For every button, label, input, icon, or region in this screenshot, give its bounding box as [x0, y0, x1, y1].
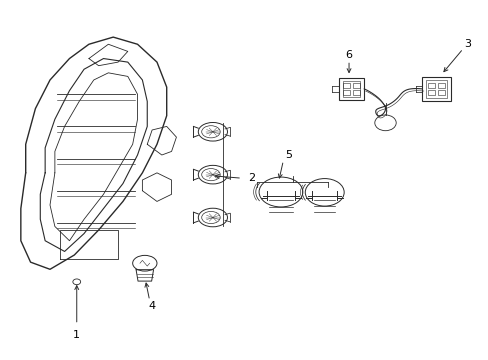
Bar	[426, 80, 446, 98]
Bar	[343, 90, 349, 95]
Text: 2: 2	[248, 173, 255, 183]
Bar	[352, 90, 359, 95]
Bar	[427, 83, 434, 88]
Text: 4: 4	[148, 301, 155, 311]
Text: 1: 1	[73, 330, 80, 341]
Bar	[427, 90, 434, 95]
Bar	[352, 83, 359, 88]
Text: 6: 6	[345, 50, 352, 60]
Bar	[343, 83, 349, 88]
Bar	[338, 78, 364, 100]
Bar	[437, 90, 444, 95]
Text: 3: 3	[464, 39, 471, 49]
Bar	[437, 83, 444, 88]
Bar	[422, 77, 450, 100]
Bar	[342, 81, 360, 97]
Text: 5: 5	[284, 150, 291, 160]
